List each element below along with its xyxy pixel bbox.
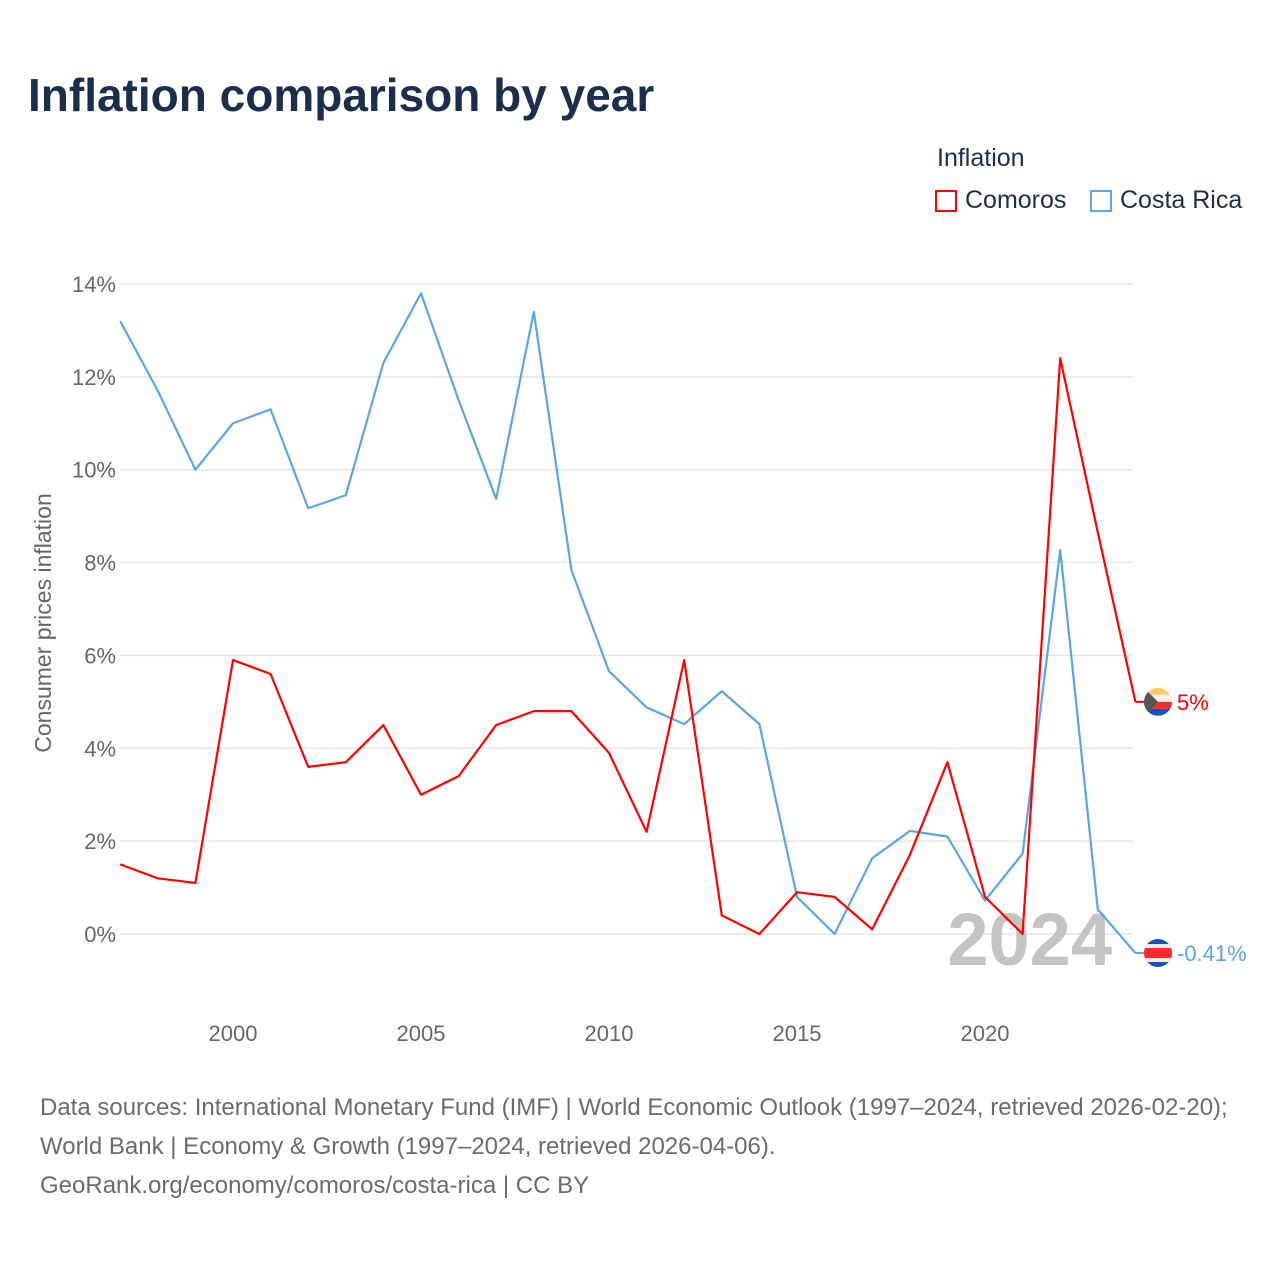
year-watermark: 2024 bbox=[947, 898, 1112, 981]
y-tick-label: 0% bbox=[84, 922, 116, 947]
y-axis-label: Consumer prices inflation bbox=[30, 493, 56, 753]
legend-label: Comoros bbox=[965, 186, 1067, 214]
source-link[interactable]: GeoRank.org/economy/comoros/costa-rica |… bbox=[40, 1172, 590, 1199]
legend-label: Costa Rica bbox=[1120, 186, 1243, 214]
legend-swatch-comoros bbox=[935, 189, 957, 212]
y-tick-label: 8% bbox=[84, 551, 116, 576]
legend-item-comoros[interactable]: Comoros bbox=[935, 186, 1066, 215]
y-tick-label: 4% bbox=[84, 736, 116, 761]
x-tick-label: 2005 bbox=[397, 1021, 446, 1046]
x-tick-label: 2000 bbox=[209, 1021, 258, 1046]
x-tick-label: 2020 bbox=[961, 1021, 1010, 1046]
line-chart: 0% 2% 4% 6% 8% 10% 12% 14% 2000 2005 2010 2015 2020 C… bbox=[30, 272, 1247, 1046]
y-tick-label: 6% bbox=[84, 643, 116, 668]
comoros-flag-icon bbox=[1144, 687, 1172, 716]
chart-title: Inflation comparison by year bbox=[28, 69, 655, 121]
end-value-label: -0.41% bbox=[1177, 941, 1247, 966]
y-tick-label: 14% bbox=[72, 272, 116, 297]
costa-rica-flag-icon bbox=[1144, 939, 1172, 968]
series-line-comoros bbox=[119, 357, 1137, 936]
legend-title: Inflation bbox=[937, 144, 1025, 172]
end-value-label: 5% bbox=[1177, 690, 1209, 715]
x-tick-label: 2010 bbox=[585, 1021, 634, 1046]
footer: Data sources: International Monetary Fun… bbox=[40, 1088, 1250, 1205]
legend-swatch-costa-rica bbox=[1090, 189, 1112, 212]
data-sources-text: Data sources: International Monetary Fun… bbox=[40, 1094, 1228, 1160]
y-tick-label: 2% bbox=[84, 829, 116, 854]
series-line-costa-rica bbox=[119, 292, 1137, 954]
y-tick-label: 10% bbox=[72, 458, 116, 483]
legend-item-costa-rica[interactable]: Costa Rica bbox=[1090, 186, 1242, 215]
y-tick-label: 12% bbox=[72, 365, 116, 390]
x-tick-label: 2015 bbox=[773, 1021, 822, 1046]
